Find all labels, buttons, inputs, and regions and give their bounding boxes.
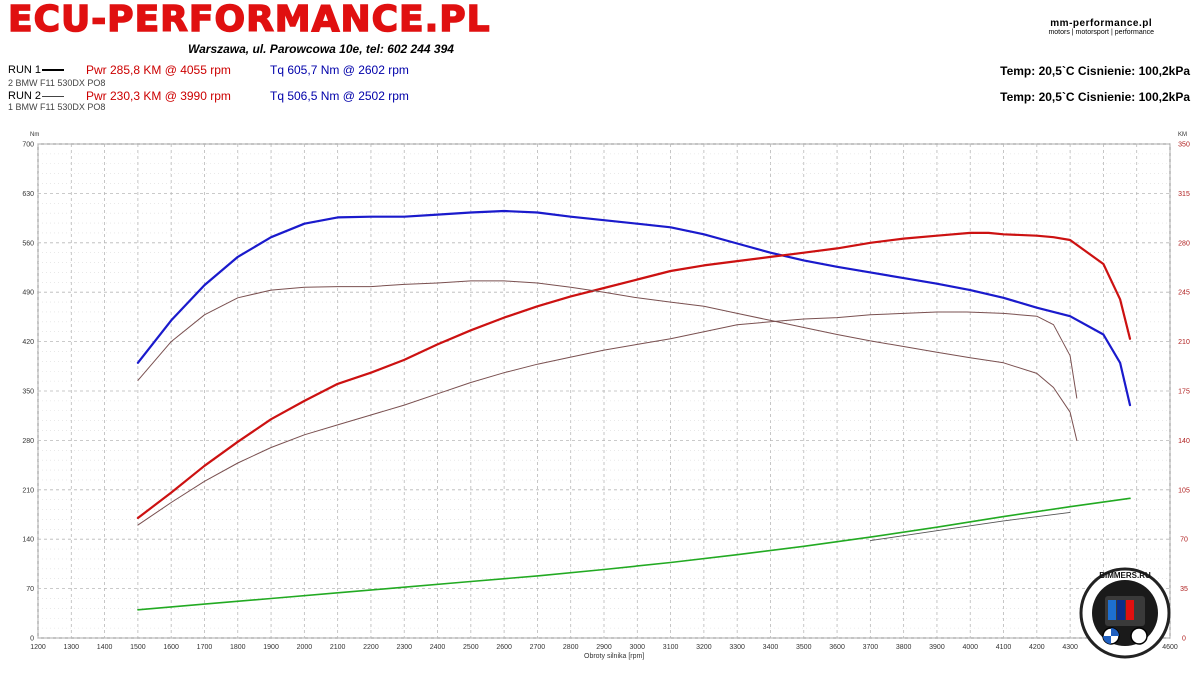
x-tick-label: 2000 [297,644,313,651]
run2-line-sample [42,95,64,97]
y-left-tick-label: 210 [22,487,34,494]
y-right-tick-label: 105 [1178,487,1190,494]
x-tick-label: 2100 [330,644,346,651]
x-tick-label: 3200 [696,644,712,651]
brand-address: Warszawa, ul. Parowcowa 10e, tel: 602 24… [188,42,454,56]
series-line-2 [136,231,1132,520]
series-line-1 [136,209,1132,407]
y-axis-label-right: KM [1178,132,1187,138]
x-tick-label: 4100 [996,644,1012,651]
y-right-tick-label: 0 [1182,636,1186,643]
x-tick-label: 2400 [430,644,446,651]
x-tick-label: 4200 [1029,644,1045,651]
chart-grid [37,143,1171,639]
run1-power: Pwr 285,8 KM @ 4055 rpm [86,63,231,77]
x-tick-label: 1700 [197,644,213,651]
x-tick-label: 1300 [64,644,80,651]
run1-line-sample [42,69,64,72]
chart-curves [136,209,1132,611]
run1-label: RUN 1 [8,64,42,76]
x-tick-label: 1800 [230,644,246,651]
run1-torque: Tq 605,7 Nm @ 2602 rpm [270,63,409,77]
x-tick-label: 2500 [463,644,479,651]
brand-title: ECU-PERFORMANCE.PL [7,0,491,41]
series-line-4 [137,311,1078,526]
y-right-tick-label: 315 [1178,191,1190,198]
bimmers-badge: BIMMERS.RU [1079,567,1171,659]
partner-logo-tagline: motors | motorsport | performance [1048,29,1154,36]
y-axis-label-left: Nm [30,132,39,138]
series-line-6 [869,511,1071,542]
y-left-tick-label: 490 [22,290,34,297]
x-tick-label: 2200 [363,644,379,651]
x-tick-label: 3400 [763,644,779,651]
x-tick-label: 2700 [530,644,546,651]
x-tick-label: 1200 [30,644,46,651]
x-tick-label: 1900 [263,644,279,651]
run1-conditions: Temp: 20,5`C Cisnienie: 100,2kPa [1000,64,1190,78]
run1-legend: RUN 1 [8,64,80,76]
run2-label: RUN 2 [8,90,42,102]
x-tick-label: 2900 [596,644,612,651]
y-right-tick-label: 175 [1178,389,1190,396]
y-right-tick-label: 280 [1178,240,1190,247]
partner-logo: mm-performance.pl motors | motorsport | … [1048,18,1154,36]
x-tick-label: 4600 [1162,644,1178,651]
x-tick-label: 1400 [97,644,113,651]
x-tick-label: 2800 [563,644,579,651]
run2-car: 1 BMW F11 530DX PO8 [8,102,106,112]
run2-legend: RUN 2 [8,90,80,102]
run1-car: 2 BMW F11 530DX PO8 [8,78,106,88]
x-tick-label: 4000 [962,644,978,651]
run2-torque: Tq 506,5 Nm @ 2502 rpm [270,89,409,103]
x-tick-label: 1500 [130,644,146,651]
x-tick-label: 3000 [630,644,646,651]
x-tick-label: 4300 [1062,644,1078,651]
y-left-tick-label: 560 [22,240,34,247]
x-tick-label: 2600 [496,644,512,651]
x-tick-label: 3100 [663,644,679,651]
y-right-tick-label: 70 [1180,537,1188,544]
series-line-5 [137,497,1131,611]
x-tick-label: 2300 [396,644,412,651]
y-left-tick-label: 70 [26,586,34,593]
x-tick-label: 3800 [896,644,912,651]
x-tick-label: 3900 [929,644,945,651]
run2-power: Pwr 230,3 KM @ 3990 rpm [86,89,231,103]
run2-conditions: Temp: 20,5`C Cisnienie: 100,2kPa [1000,90,1190,104]
x-tick-label: 3600 [829,644,845,651]
y-left-tick-label: 140 [22,537,34,544]
x-tick-label: 1600 [163,644,179,651]
y-right-tick-label: 35 [1180,586,1188,593]
y-left-tick-label: 700 [22,142,34,149]
y-right-tick-label: 140 [1178,438,1190,445]
x-tick-label: 3500 [796,644,812,651]
chart-ticks: 1200 1300 1400 1500 1600 1700 1800 1900 2000 2100… [22,142,1190,652]
partner-logo-name: mm-performance.pl [1050,18,1153,29]
y-left-tick-label: 0 [30,636,34,643]
y-right-tick-label: 350 [1178,142,1190,149]
badge-label: BIMMERS.RU [1099,571,1151,580]
y-right-tick-label: 245 [1178,290,1190,297]
y-left-tick-label: 280 [22,438,34,445]
x-tick-label: 3300 [729,644,745,651]
y-right-tick-label: 210 [1178,339,1190,346]
y-left-tick-label: 420 [22,339,34,346]
x-tick-label: 3700 [863,644,879,651]
x-axis-label: Obroty silnika [rpm] [584,653,644,660]
series-line-3 [137,280,1078,441]
y-left-tick-label: 350 [22,389,34,396]
y-left-tick-label: 630 [22,191,34,198]
